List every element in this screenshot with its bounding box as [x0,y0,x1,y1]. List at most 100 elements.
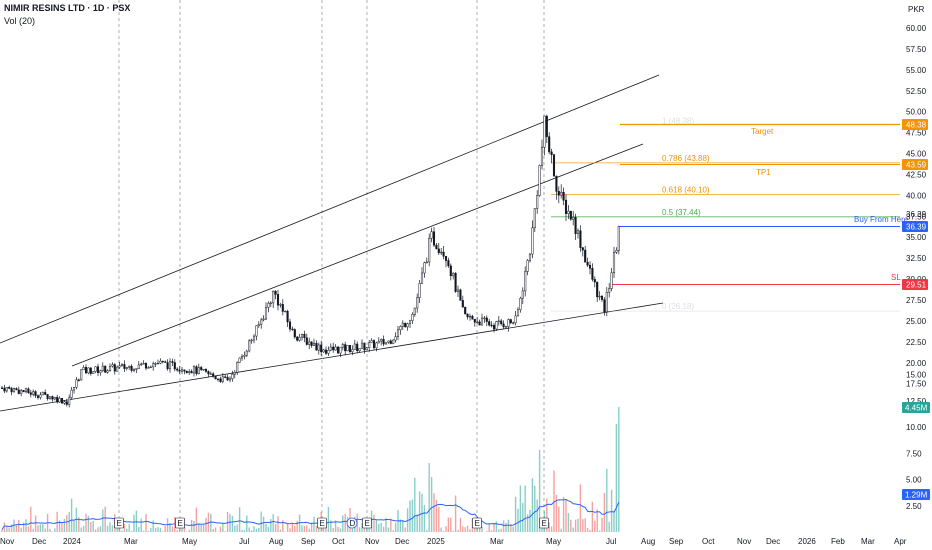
candle-body [476,321,479,323]
volume-bar [61,522,63,532]
candle-body [442,251,445,257]
candle-body [212,373,215,377]
candle-body [447,260,450,267]
target-price-tag: 48.38 [902,119,928,130]
candle-body [372,340,376,349]
candle-body [68,397,71,405]
volume-bar [236,524,238,532]
time-tick-label: Nov [365,537,379,546]
volume-bar [519,485,522,532]
candle-body [488,321,491,326]
candle-body [293,329,296,338]
volume-bar [577,518,579,532]
price-tick-label: 57.50 [906,45,927,54]
dividend-marker[interactable]: D [350,519,356,528]
candle-body [156,362,160,365]
candle-body [339,346,342,354]
symbol-title[interactable]: NIMIR RESINS LTD · 1D · PSX [4,3,131,13]
volume-bar [262,516,265,532]
candle-body [555,175,558,192]
candle-body [56,396,59,403]
candle-body [279,304,282,306]
earnings-marker[interactable]: E [475,519,480,528]
volume-bar [142,530,145,532]
volume-bar [222,522,224,532]
volume-indicator-label[interactable]: Vol (20) [4,16,36,26]
candle-body [576,230,580,234]
candle-body [377,340,380,344]
candle-body [380,339,383,342]
volume-bar [94,529,97,532]
candle-body [161,360,164,363]
volume-bar [226,511,229,532]
candle-body [233,372,236,375]
volume-bar [490,530,493,532]
volume-bar [82,525,85,532]
volume-bar [234,525,236,532]
buy-price-tag: 36.39 [902,221,928,232]
volume-bar [394,522,397,532]
candle-body [341,344,344,348]
volume-bar [75,507,78,532]
time-axis[interactable]: Nov Dec 2024 Mar May Jul Aug Sep Oct Nov Dec 2025 Ma… [0,537,907,546]
volume-bar [150,527,152,532]
volume-bar [286,523,289,532]
candle-body [60,398,64,404]
volume-bar [500,528,502,532]
earnings-marker[interactable]: E [365,519,370,528]
candle-body [224,376,227,378]
volume-bar [555,494,558,532]
volume-bar [579,484,582,532]
volume-bar [594,520,596,532]
candle-body [164,361,167,363]
svg-text:29.51: 29.51 [906,281,927,290]
earnings-marker[interactable]: E [542,519,547,528]
volume-bar [30,506,32,532]
volume-bar [200,524,202,532]
time-tick-label: Nov [737,537,751,546]
volume-bar [392,530,394,532]
volume-bar [294,526,296,532]
candle-body [610,272,613,289]
volume-bar [3,522,6,532]
candle-body [149,366,152,369]
volume-bar [330,520,332,532]
volume-bar [606,468,608,532]
candle-body [51,396,54,400]
candle-body [87,367,90,374]
candle-body [3,387,6,392]
candle-body [478,321,481,326]
candle-body [130,365,133,371]
price-axis[interactable]: PKR [908,5,925,14]
candle-body [238,357,241,363]
candle-body [200,367,203,370]
volume-bar [375,519,378,532]
volume-bar [476,524,478,532]
candle-body [344,344,347,352]
earnings-marker[interactable]: E [320,519,325,528]
volume-bar [442,530,445,532]
earnings-marker[interactable]: E [178,519,183,528]
price-tick-label: 45.00 [906,150,927,159]
candle-body [435,244,438,250]
volume-bar [301,525,303,532]
candle-body [118,365,121,368]
candle-body [312,342,316,346]
price-tick-label: 5.00 [906,476,922,485]
volume-bar [327,506,330,532]
candle-body [382,339,385,345]
volume-bar [32,528,34,532]
candle-body [516,309,520,317]
earnings-marker[interactable]: E [117,519,122,528]
dividend-marker-circle [346,517,358,529]
volume-bar [99,526,102,532]
candle-body [507,319,510,327]
volume-bar [80,527,82,532]
candle-body [526,260,529,272]
candle-body [94,366,97,372]
candle-body [140,363,143,366]
volume-bar [253,526,255,532]
volume-bar [70,498,73,532]
